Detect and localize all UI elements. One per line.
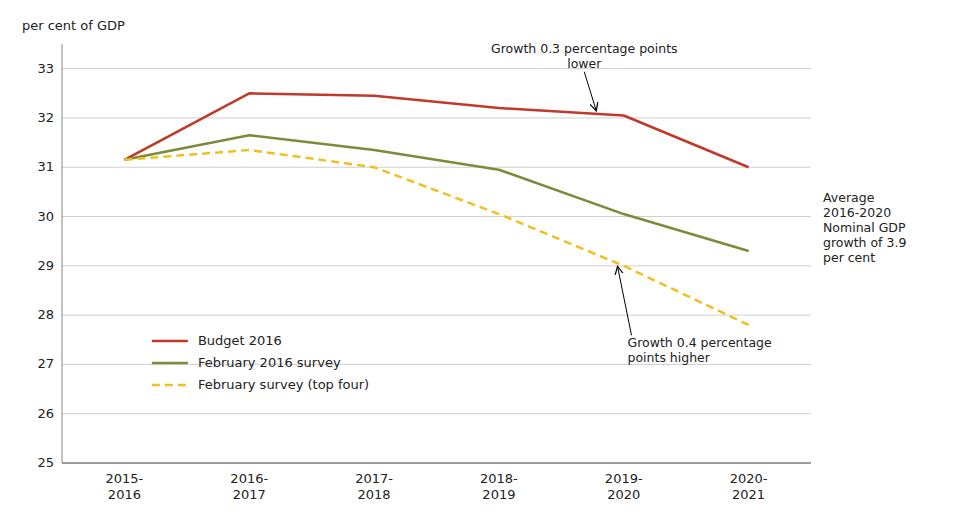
y-grid [62, 69, 811, 463]
annotation: Growth 0.4 percentagepoints higher [628, 335, 773, 365]
legend: Budget 2016 February 2016 survey February … [152, 333, 369, 392]
text-line: growth of 3.9 [823, 235, 906, 250]
text-line: 2017- [355, 471, 393, 486]
text-line: 2019- [605, 471, 643, 486]
legend-swatch [152, 340, 188, 343]
chart-container: 252627282930313233per cent of GDP2015-20… [0, 0, 961, 525]
text-line: 2016- [230, 471, 268, 486]
text-line: 2018 [358, 487, 391, 502]
y-tick-label: 33 [37, 61, 54, 76]
grid-line [62, 265, 811, 266]
grid-line [62, 413, 811, 414]
grid-line [62, 167, 811, 168]
text-line: 2019 [482, 487, 515, 502]
grid-line [62, 216, 811, 217]
y-tick-label: 30 [37, 209, 54, 224]
y-tick-label: 31 [37, 159, 54, 174]
series-line [124, 93, 748, 167]
annotation-arrow [584, 72, 596, 111]
text-line: Nominal GDP [823, 220, 906, 235]
y-tick-label: 28 [37, 307, 54, 322]
text-line: Growth 0.4 percentage [628, 335, 773, 350]
text-line: 2017 [233, 487, 266, 502]
grid-line [62, 68, 811, 69]
annotation-arrow [618, 266, 632, 335]
legend-label: Budget 2016 [198, 333, 282, 348]
grid-line [62, 117, 811, 118]
y-tick-label: 32 [37, 110, 54, 125]
text-line: 2016 [108, 487, 141, 502]
text-line: 2015- [106, 471, 144, 486]
legend-label: February 2016 survey [198, 355, 341, 370]
y-tick-label: 26 [37, 406, 54, 421]
text-line: per cent [823, 250, 875, 265]
legend-swatch [152, 362, 188, 365]
text-line: 2021 [732, 487, 765, 502]
series-lines [124, 93, 748, 325]
series-line [124, 150, 748, 325]
x-axis-line [62, 463, 811, 464]
x-tick-label: 2018-2019 [480, 471, 518, 502]
grid-line [62, 463, 811, 464]
y-tick-label: 29 [37, 258, 54, 273]
x-tick-label: 2020-2021 [730, 471, 768, 502]
text-line: Average [823, 190, 875, 205]
text-line: points higher [628, 350, 711, 365]
x-tick-label: 2015-2016 [106, 471, 144, 502]
legend-label: February survey (top four) [198, 377, 369, 392]
text-line: lower [567, 56, 602, 71]
text-line: 2020 [607, 487, 640, 502]
text-line: 2016-2020 [823, 205, 891, 220]
x-tick-label: 2017-2018 [355, 471, 393, 502]
x-tick-label: 2019-2020 [605, 471, 643, 502]
text-line: 2018- [480, 471, 518, 486]
side-annotation: Average2016-2020Nominal GDPgrowth of 3.9… [823, 190, 906, 265]
text-line: Growth 0.3 percentage points [491, 41, 678, 56]
chart-svg: 252627282930313233per cent of GDP2015-20… [0, 0, 961, 525]
text-line: 2020- [730, 471, 768, 486]
x-tick-label: 2016-2017 [230, 471, 268, 502]
grid-line [62, 315, 811, 316]
y-axis-line [62, 44, 63, 463]
annotation: Growth 0.3 percentage pointslower [491, 41, 678, 71]
y-tick-label: 25 [37, 455, 54, 470]
legend-swatch [152, 384, 188, 387]
y-axis-label: per cent of GDP [22, 18, 125, 33]
y-tick-label: 27 [37, 356, 54, 371]
